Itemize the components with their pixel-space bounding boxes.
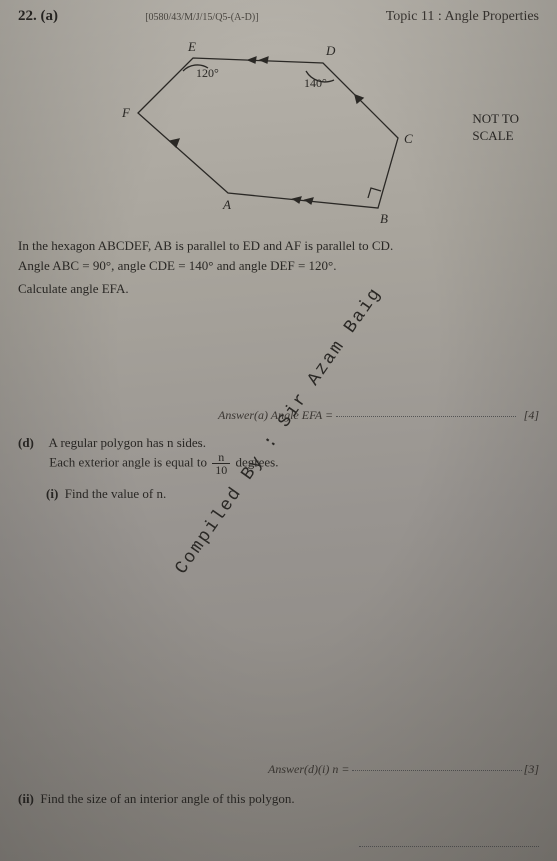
part-d-label: (d): [18, 435, 46, 451]
fraction-denominator: 10: [212, 464, 230, 476]
part-d-line1: A regular polygon has n sides.: [49, 435, 206, 450]
vertex-label-a: A: [222, 197, 231, 212]
watermark-text: Compiled By : Sir Azam Baig: [171, 283, 386, 578]
answer-d-i-marks: [3]: [524, 762, 539, 777]
angle-label-e: 120°: [196, 66, 219, 80]
hexagon-figure: E D C B A F 120° 140° NOT TO SCALE: [18, 33, 539, 233]
answer-a-dots: [336, 416, 516, 417]
part-d-ii: (ii) Find the size of an interior angle …: [18, 791, 539, 807]
bottom-answer-dots: [359, 846, 539, 847]
vertex-label-b: B: [380, 211, 388, 226]
answer-line-a: Answer(a) Angle EFA = [4]: [18, 408, 539, 423]
vertex-label-c: C: [404, 131, 413, 146]
not-to-scale-line1: NOT TO: [472, 111, 519, 128]
problem-text: In the hexagon ABCDEF, AB is parallel to…: [18, 237, 539, 298]
part-d: (d) A regular polygon has n sides. Each …: [18, 435, 539, 502]
part-d-ii-text: Find the size of an interior angle of th…: [40, 791, 294, 806]
hexagon-svg: E D C B A F 120° 140°: [78, 33, 458, 233]
part-d-i-text: Find the value of n.: [65, 486, 166, 501]
answer-a-prefix: Answer(a) Angle EFA =: [218, 408, 333, 422]
fraction-n-over-10: n 10: [212, 451, 230, 476]
header-row: 22. (a) [0580/43/M/J/15/Q5-(A-D)] Topic …: [18, 8, 539, 25]
vertex-label-f: F: [121, 105, 131, 120]
not-to-scale: NOT TO SCALE: [472, 111, 519, 145]
part-d-ii-label: (ii): [18, 791, 34, 806]
part-d-line2-post: degrees.: [236, 454, 279, 469]
answer-line-d-i: Answer(d)(i) n = [3]: [18, 762, 539, 777]
answer-d-i-prefix: Answer(d)(i) n =: [268, 762, 349, 776]
vertex-label-d: D: [325, 43, 336, 58]
fraction-numerator: n: [212, 451, 230, 464]
part-d-line2-pre: Each exterior angle is equal to: [49, 454, 207, 469]
angle-label-d: 140°: [304, 76, 327, 90]
problem-line3: Calculate angle EFA.: [18, 280, 539, 298]
problem-line1: In the hexagon ABCDEF, AB is parallel to…: [18, 237, 539, 255]
exam-code: [0580/43/M/J/15/Q5-(A-D)]: [18, 12, 386, 23]
problem-line2: Angle ABC = 90°, angle CDE = 140° and an…: [18, 257, 539, 275]
not-to-scale-line2: SCALE: [472, 128, 519, 145]
answer-a-marks: [4]: [524, 408, 539, 423]
part-d-i-label: (i): [46, 486, 58, 501]
answer-d-i-dots: [352, 770, 522, 771]
topic-title: Topic 11 : Angle Properties: [386, 9, 539, 25]
part-d-i: (i) Find the value of n.: [46, 486, 539, 502]
vertex-label-e: E: [187, 39, 196, 54]
